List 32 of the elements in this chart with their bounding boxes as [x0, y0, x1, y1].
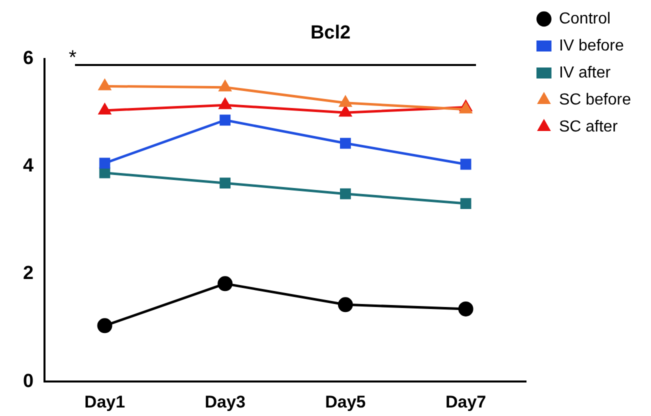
legend-label: IV after: [558, 64, 612, 82]
x-tick-label: Day3: [204, 392, 246, 412]
point: [220, 114, 231, 126]
legend-label: IV before: [558, 37, 624, 54]
y-tick-label: 4: [22, 156, 34, 177]
point: [460, 158, 472, 170]
point: [218, 276, 233, 292]
y-tick-label: 0: [22, 370, 34, 392]
legend-label: Control: [558, 10, 611, 28]
y-tick-label: 2: [22, 263, 34, 284]
point: [460, 198, 472, 209]
point: [218, 80, 232, 92]
point: [338, 105, 352, 117]
chart-title: Bcl2: [310, 22, 351, 44]
point: [98, 78, 112, 90]
x-tick-label: Day5: [325, 392, 366, 412]
point: [458, 301, 474, 316]
x-tick-label: Day1: [84, 392, 126, 412]
point: [220, 178, 231, 189]
legend-label: SC before: [558, 91, 632, 108]
point: [340, 138, 351, 149]
y-tick-label: 6: [22, 48, 34, 70]
x-tick-label: Day7: [445, 392, 486, 412]
point: [338, 297, 353, 312]
point: [340, 188, 351, 200]
point: [338, 95, 352, 107]
point: [97, 318, 112, 334]
point: [99, 158, 110, 169]
ref-line-label: *: [68, 47, 77, 70]
point: [98, 102, 112, 114]
point: [218, 98, 232, 110]
legend-label: SC after: [558, 118, 618, 136]
